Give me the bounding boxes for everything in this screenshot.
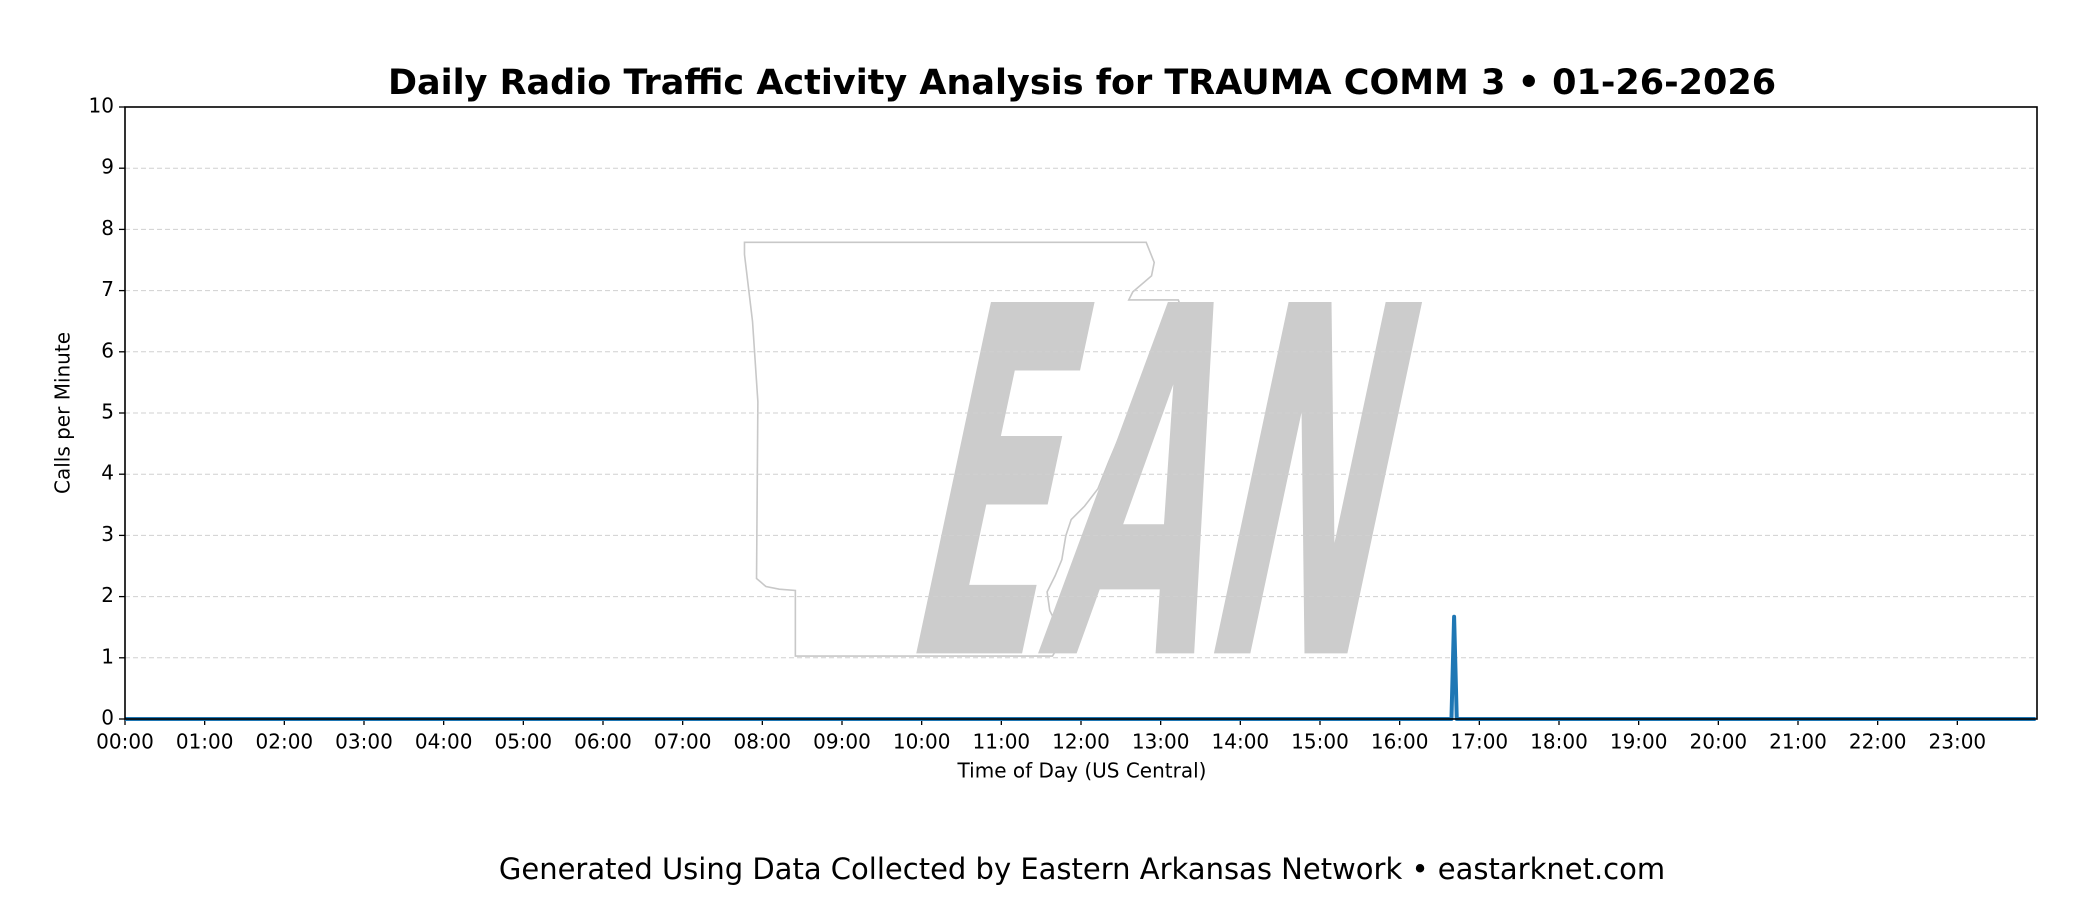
x-tick-label: 10:00 <box>893 730 951 754</box>
y-tick-label: 0 <box>101 706 114 730</box>
y-tick-label: 8 <box>101 216 114 240</box>
plot-frame <box>124 106 2038 720</box>
x-tick-label: 04:00 <box>415 730 473 754</box>
x-tick-label: 01:00 <box>176 730 234 754</box>
x-tick-label: 21:00 <box>1769 730 1827 754</box>
x-tick-label: 00:00 <box>96 730 154 754</box>
x-tick-label: 17:00 <box>1451 730 1509 754</box>
x-tick-label: 23:00 <box>1929 730 1987 754</box>
x-tick-label: 05:00 <box>495 730 553 754</box>
x-tick-label: 09:00 <box>813 730 871 754</box>
x-tick-label: 15:00 <box>1291 730 1349 754</box>
y-tick-label: 4 <box>101 461 114 485</box>
x-tick-label: 06:00 <box>574 730 632 754</box>
footer: Generated Using Data Collected by Easter… <box>499 852 1665 886</box>
y-tick-label: 7 <box>101 277 114 301</box>
y-tick-label: 2 <box>101 583 114 607</box>
x-tick-label: 07:00 <box>654 730 712 754</box>
x-tick-label: 20:00 <box>1690 730 1748 754</box>
x-tick-label: 03:00 <box>335 730 393 754</box>
y-tick-label: 10 <box>89 94 114 118</box>
x-tick-label: 12:00 <box>1052 730 1110 754</box>
y-tick-label: 5 <box>101 400 114 424</box>
y-tick-label: 9 <box>101 155 114 179</box>
y-tick-label: 1 <box>101 644 114 668</box>
chart-title: Daily Radio Traffic Activity Analysis fo… <box>388 63 1776 103</box>
y-tick-label: 6 <box>101 338 114 362</box>
x-tick-label: 02:00 <box>256 730 314 754</box>
state-outline <box>743 241 1186 657</box>
x-tick-label: 08:00 <box>734 730 792 754</box>
y-tick-label: 3 <box>101 522 114 546</box>
y-axis-label: Calls per Minute <box>51 332 75 494</box>
x-tick-label: 19:00 <box>1610 730 1668 754</box>
x-tick-label: 14:00 <box>1212 730 1270 754</box>
x-axis-label: Time of Day (US Central) <box>957 759 1207 783</box>
x-tick-label: 13:00 <box>1132 730 1190 754</box>
x-tick-label: 22:00 <box>1849 730 1907 754</box>
x-tick-label: 18:00 <box>1530 730 1588 754</box>
x-tick-label: 11:00 <box>973 730 1031 754</box>
x-tick-label: 16:00 <box>1371 730 1429 754</box>
